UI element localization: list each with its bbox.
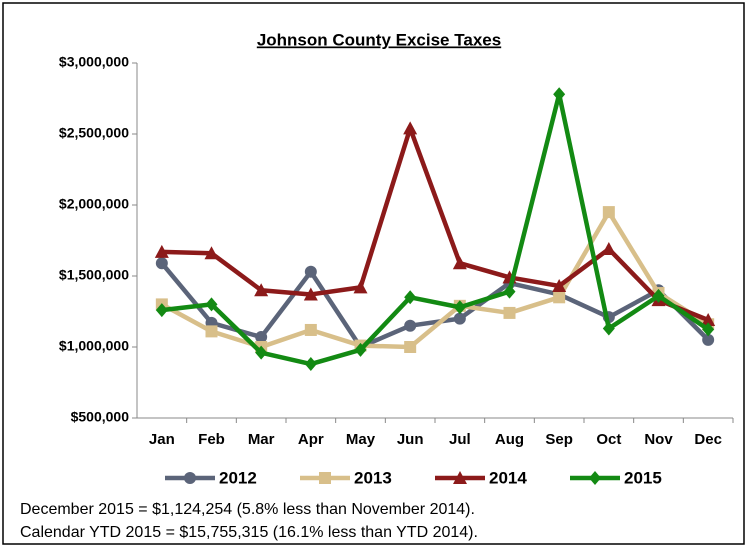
marker: [589, 471, 601, 485]
x-tick-label: Feb: [198, 431, 225, 448]
x-tick-label: Jun: [397, 431, 424, 448]
legend-label: 2013: [354, 468, 392, 487]
x-tick-label: Aug: [495, 431, 524, 448]
marker: [184, 472, 196, 484]
x-tick-label: Dec: [694, 431, 722, 448]
legend-label: 2014: [489, 468, 527, 487]
series-line: [161, 91, 710, 367]
marker: [702, 333, 715, 346]
series-line: [161, 126, 710, 323]
marker: [701, 313, 716, 327]
y-tick-label: $1,500,000: [59, 267, 129, 283]
note: Calendar YTD 2015 = $15,755,315 (16.1% l…: [20, 524, 478, 541]
x-tick-label: Oct: [596, 431, 621, 448]
y-tick-label: $1,000,000: [59, 338, 129, 354]
x-tick-label: Jan: [149, 431, 175, 448]
marker: [255, 345, 268, 360]
marker: [453, 471, 467, 484]
y-tick-label: $3,000,000: [59, 54, 129, 70]
x-tick-label: Mar: [248, 431, 275, 448]
marker: [602, 206, 615, 219]
marker: [453, 300, 466, 315]
y-tick-label: $2,500,000: [59, 125, 129, 141]
marker: [353, 280, 368, 294]
note: December 2015 = $1,124,254 (5.8% less th…: [20, 501, 475, 518]
marker: [255, 331, 268, 344]
y-tick-label: $2,000,000: [59, 196, 129, 212]
legend-label: 2015: [624, 468, 662, 487]
x-tick-label: Jul: [449, 431, 471, 448]
marker: [553, 87, 566, 102]
marker: [304, 323, 317, 336]
marker: [503, 284, 516, 299]
marker: [503, 306, 516, 319]
marker: [319, 472, 331, 484]
x-tick-label: Apr: [298, 431, 324, 448]
marker: [702, 322, 715, 337]
marker: [453, 312, 466, 325]
marker: [404, 290, 417, 305]
series-line: [160, 261, 710, 350]
marker: [205, 325, 218, 338]
x-tick-label: May: [346, 431, 376, 448]
marker: [204, 246, 219, 260]
marker: [404, 319, 417, 332]
marker: [154, 244, 169, 258]
marker: [404, 341, 417, 353]
marker: [452, 256, 467, 270]
marker: [601, 242, 616, 256]
x-tick-label: Sep: [545, 431, 573, 448]
marker: [303, 287, 318, 301]
marker: [304, 265, 317, 278]
legend-label: 2012: [219, 468, 257, 487]
marker: [254, 283, 269, 297]
marker: [354, 342, 367, 357]
marker: [205, 297, 218, 312]
x-tick-label: Nov: [644, 431, 673, 448]
chart-title: Johnson County Excise Taxes: [257, 30, 501, 49]
marker: [602, 321, 615, 336]
marker: [552, 278, 567, 292]
marker: [652, 288, 665, 303]
marker: [304, 357, 317, 372]
marker: [155, 303, 168, 318]
marker: [155, 257, 168, 270]
marker: [403, 121, 418, 135]
marker: [553, 291, 566, 304]
y-tick-label: $500,000: [71, 409, 130, 425]
